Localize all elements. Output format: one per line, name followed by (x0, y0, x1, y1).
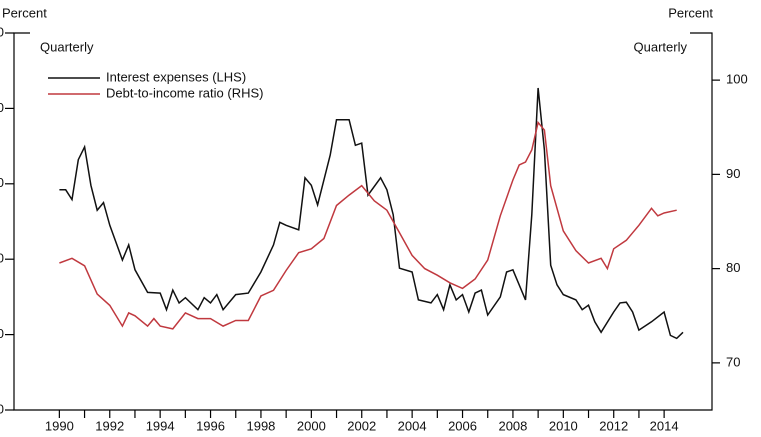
y2-tick-label: 70 (726, 354, 740, 369)
x-tick-label: 1990 (45, 418, 74, 433)
x-tick-label: 1996 (196, 418, 225, 433)
x-tick-label: 2004 (398, 418, 427, 433)
legend-label: Interest expenses (LHS) (106, 69, 246, 84)
y-tick-label: 0 (0, 401, 4, 416)
right-unit-label: Percent (668, 5, 713, 20)
x-tick-label: 2002 (347, 418, 376, 433)
y-tick-label: 10 (0, 326, 4, 341)
y-tick-label: 50 (0, 24, 4, 39)
x-tick-label: 2014 (650, 418, 679, 433)
y2-tick-label: 100 (726, 72, 748, 87)
x-tick-label: 1998 (246, 418, 275, 433)
left-unit-label: Percent (2, 5, 47, 20)
series-line (59, 87, 684, 340)
y-tick-label: 30 (0, 175, 4, 190)
y2-tick-label: 80 (726, 260, 740, 275)
y-tick-label: 40 (0, 100, 4, 115)
x-tick-label: 2012 (599, 418, 628, 433)
right-note: Quarterly (634, 39, 688, 54)
y2-tick-label: 90 (726, 166, 740, 181)
plot-frame (13, 32, 713, 411)
x-tick-label: 2000 (297, 418, 326, 433)
x-tick-label: 2008 (498, 418, 527, 433)
x-tick-label: 1992 (95, 418, 124, 433)
y-tick-label: 20 (0, 251, 4, 266)
x-tick-label: 1994 (146, 418, 175, 433)
x-tick-label: 2006 (448, 418, 477, 433)
series-line (59, 120, 677, 330)
legend-label: Debt-to-income ratio (RHS) (106, 85, 264, 100)
x-tick-label: 2010 (549, 418, 578, 433)
left-note: Quarterly (40, 39, 94, 54)
